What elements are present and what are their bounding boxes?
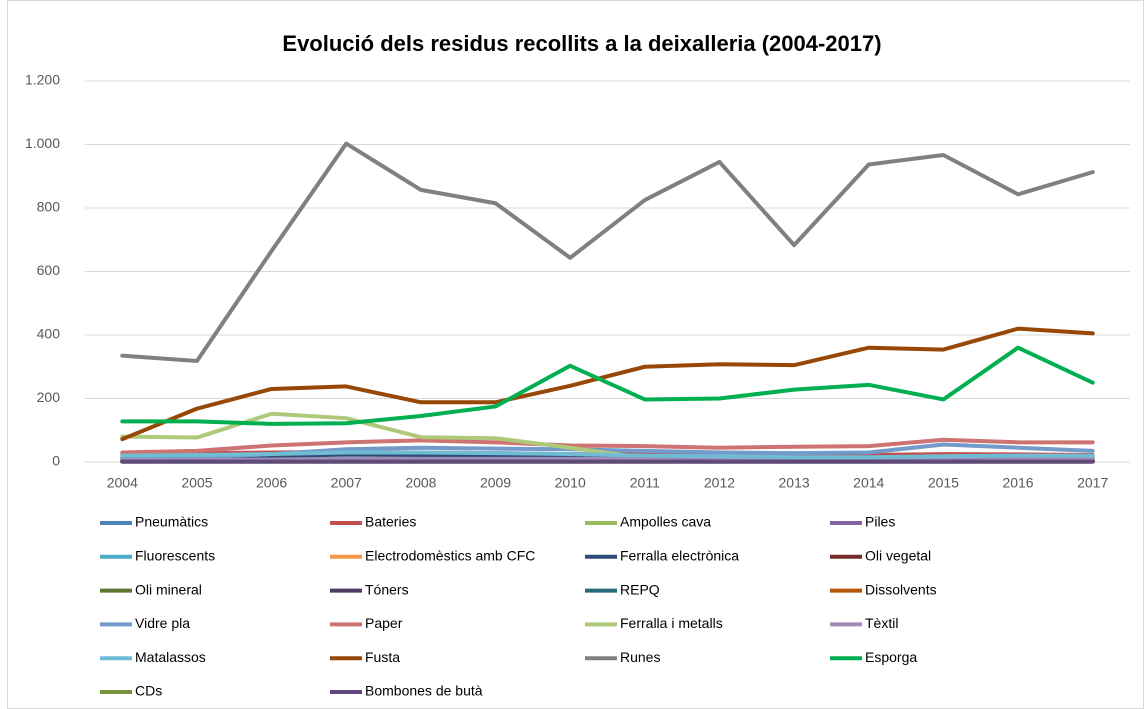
x-tick-label: 2012	[704, 475, 735, 491]
legend-label: Runes	[620, 649, 660, 665]
y-tick-label: 1.000	[25, 135, 60, 151]
x-tick-label: 2006	[256, 475, 287, 491]
legend-label: Ferralla i metalls	[620, 615, 723, 631]
x-tick-label: 2008	[405, 475, 436, 491]
x-tick-label: 2005	[181, 475, 212, 491]
x-tick-label: 2009	[480, 475, 511, 491]
legend-label: REPQ	[620, 581, 660, 597]
series-line	[120, 345, 1095, 426]
legend-label: Matalassos	[135, 649, 206, 665]
x-tick-label: 2010	[555, 475, 586, 491]
y-tick-label: 0	[52, 453, 60, 469]
legend-label: Tèxtil	[865, 615, 898, 631]
y-tick-label: 1.200	[25, 72, 60, 88]
legend-label: Piles	[865, 514, 895, 530]
x-tick-label: 2013	[779, 475, 810, 491]
legend-label: Oli vegetal	[865, 548, 931, 564]
legend-label: Fusta	[365, 649, 400, 665]
chart-border	[7, 0, 1144, 709]
x-tick-label: 2004	[107, 475, 138, 491]
legend-label: Fluorescents	[135, 548, 215, 564]
y-tick-label: 200	[37, 389, 61, 405]
legend-label: Paper	[365, 615, 403, 631]
legend-label: Ferralla electrònica	[620, 548, 739, 564]
legend-label: Tóners	[365, 581, 409, 597]
y-tick-label: 600	[37, 262, 61, 278]
y-tick-label: 400	[37, 326, 61, 342]
series-line	[120, 450, 1095, 460]
legend-label: Oli mineral	[135, 581, 202, 597]
legend-label: Pneumàtics	[135, 514, 208, 530]
legend-label: Bateries	[365, 514, 416, 530]
series-line	[120, 437, 1095, 455]
x-tick-label: 2011	[630, 475, 660, 491]
y-tick-label: 800	[37, 199, 61, 215]
legend-label: CDs	[135, 683, 162, 699]
x-tick-label: 2016	[1002, 475, 1033, 491]
x-tick-label: 2017	[1077, 475, 1108, 491]
legend-label: Dissolvents	[865, 581, 937, 597]
legend-label: Bombones de butà	[365, 683, 483, 699]
legend-label: Esporga	[865, 649, 917, 665]
series-line	[120, 141, 1095, 364]
legend-label: Vidre pla	[135, 615, 190, 631]
x-tick-label: 2015	[928, 475, 959, 491]
x-tick-label: 2014	[853, 475, 884, 491]
legend-label: Electrodomèstics amb CFC	[365, 548, 535, 564]
series-line	[120, 456, 1095, 463]
x-tick-label: 2007	[331, 475, 362, 491]
legend-label: Ampolles cava	[620, 514, 711, 530]
chart-title: Evolució dels residus recollits a la dei…	[282, 31, 881, 56]
series-line	[120, 326, 1095, 442]
